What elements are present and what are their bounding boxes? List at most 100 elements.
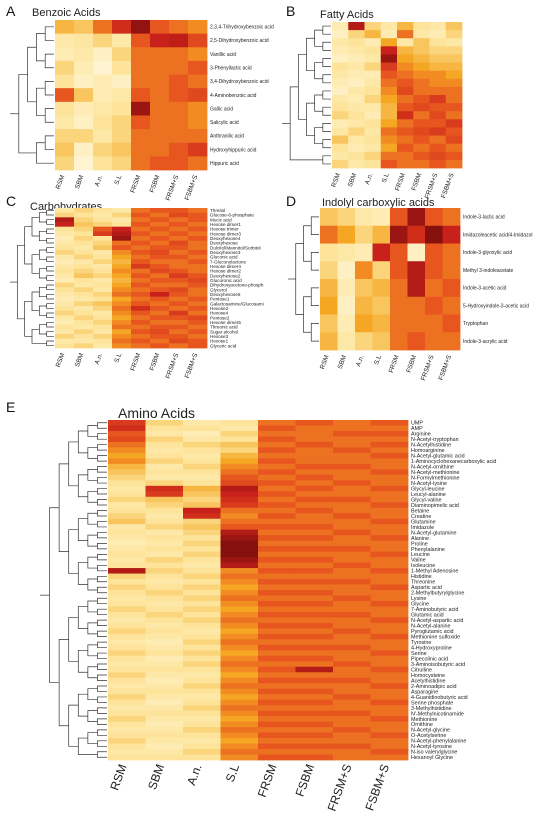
heatmap-cell: [169, 320, 189, 326]
heatmap-cell: [188, 306, 208, 312]
heatmap-cell: [169, 20, 189, 35]
row-label: N-Acetyl-glutamine: [411, 530, 457, 536]
heatmap-cell: [333, 617, 371, 624]
heatmap-cell: [145, 513, 184, 520]
heatmap-cell: [333, 524, 371, 531]
heatmap-cell: [112, 273, 132, 279]
heatmap-cell: [55, 320, 75, 326]
heatmap-cell: [333, 732, 371, 739]
heatmap-cell: [348, 111, 365, 120]
heatmap-cell: [295, 469, 334, 476]
heatmap-cell: [145, 661, 184, 668]
heatmap-cell: [295, 496, 334, 503]
heatmap-cell: [93, 254, 113, 260]
panel-letter-a: A: [6, 3, 16, 19]
dendrogram-branch: [46, 331, 54, 337]
heatmap-cell: [407, 208, 426, 227]
heatmap-cell: [348, 159, 365, 169]
heatmap-cell: [74, 254, 94, 260]
row-label: Glucose-6-phosphate: [210, 213, 254, 218]
heatmap-cell: [112, 20, 132, 35]
heatmap-cell: [145, 573, 184, 580]
row-label: Galactosamine/Glucosami: [210, 301, 264, 306]
row-label: UMP: [411, 421, 423, 427]
heatmap-cell: [390, 225, 408, 244]
dendrogram-branch: [77, 518, 88, 541]
heatmap-cell: [364, 70, 382, 80]
heatmap-cell: [333, 595, 371, 602]
dendrogram-branch: [97, 521, 107, 528]
heatmap-cell: [333, 540, 371, 547]
dendrogram-branch: [322, 90, 331, 100]
heatmap-cell: [220, 491, 259, 498]
heatmap-cell: [332, 30, 349, 39]
heatmap-e: [108, 420, 409, 761]
heatmap-cell: [445, 30, 463, 39]
heatmap-cell: [348, 22, 365, 31]
heatmap-cell: [413, 119, 430, 128]
heatmap-cell: [55, 236, 75, 242]
heatmap-cell: [112, 115, 132, 130]
heatmap-cell: [183, 710, 221, 717]
heatmap-cell: [183, 524, 221, 531]
dendrogram-branch: [46, 275, 54, 281]
row-label: Deoxyhexose2: [210, 273, 241, 278]
heatmap-cell: [397, 62, 414, 72]
dendrogram-branch: [38, 324, 47, 335]
heatmap-cell: [93, 208, 113, 214]
row-label: Gluconic acid: [210, 255, 238, 260]
column-label: RSM: [330, 172, 342, 188]
heatmap-cell: [183, 584, 221, 591]
heatmap-cell: [169, 60, 189, 75]
heatmap-cell: [429, 143, 447, 153]
heatmap-cell: [295, 710, 334, 717]
heatmap-cell: [370, 540, 409, 547]
heatmap-cell: [74, 222, 94, 228]
heatmap-cell: [145, 650, 184, 657]
heatmap-cell: [332, 103, 349, 112]
heatmap-cell: [112, 101, 132, 116]
heatmap-cell: [220, 644, 259, 651]
row-label: Alanine: [411, 536, 429, 542]
heatmap-cell: [295, 546, 334, 553]
heatmap-cell: [74, 338, 94, 344]
heatmap-cell: [150, 315, 170, 321]
heatmap-cell: [145, 633, 184, 640]
heatmap-cell: [295, 430, 334, 437]
heatmap-cell: [183, 727, 221, 733]
heatmap-cell: [397, 70, 414, 80]
column-label: A.n.: [94, 352, 105, 365]
heatmap-cell: [93, 231, 113, 237]
heatmap-cell: [333, 743, 371, 750]
heatmap-cell: [370, 628, 409, 635]
dendrogram-branch: [314, 127, 323, 145]
heatmap-cell: [380, 151, 398, 161]
heatmap-cell: [355, 225, 373, 244]
heatmap-cell: [112, 264, 132, 270]
heatmap-cell: [188, 324, 208, 330]
heatmap-cell: [112, 338, 132, 344]
heatmap-cell: [169, 282, 189, 288]
heatmap-cell: [183, 754, 221, 761]
heatmap-cell: [370, 590, 409, 596]
heatmap-cell: [93, 245, 113, 251]
heatmap-cell: [93, 273, 113, 279]
heatmap-cell: [370, 502, 409, 509]
heatmap-cell: [74, 115, 94, 130]
heatmap-cell: [112, 310, 132, 316]
heatmap-cell: [258, 633, 296, 640]
row-label: 4-Aminobenzoic acid: [210, 93, 257, 99]
heatmap-cell: [295, 491, 334, 498]
row-label: Hexose1: [210, 339, 229, 344]
heatmap-cell: [429, 159, 447, 169]
heatmap-cell: [145, 710, 184, 717]
heatmap-cell: [112, 88, 132, 103]
heatmap-cell: [74, 208, 94, 214]
column-label: FSBM: [149, 174, 162, 193]
heatmap-cell: [169, 334, 189, 340]
heatmap-cell: [320, 314, 338, 333]
heatmap-cell: [183, 535, 221, 542]
heatmap-cell: [413, 127, 430, 136]
heatmap-cell: [108, 458, 146, 465]
heatmap-cell: [348, 127, 365, 136]
